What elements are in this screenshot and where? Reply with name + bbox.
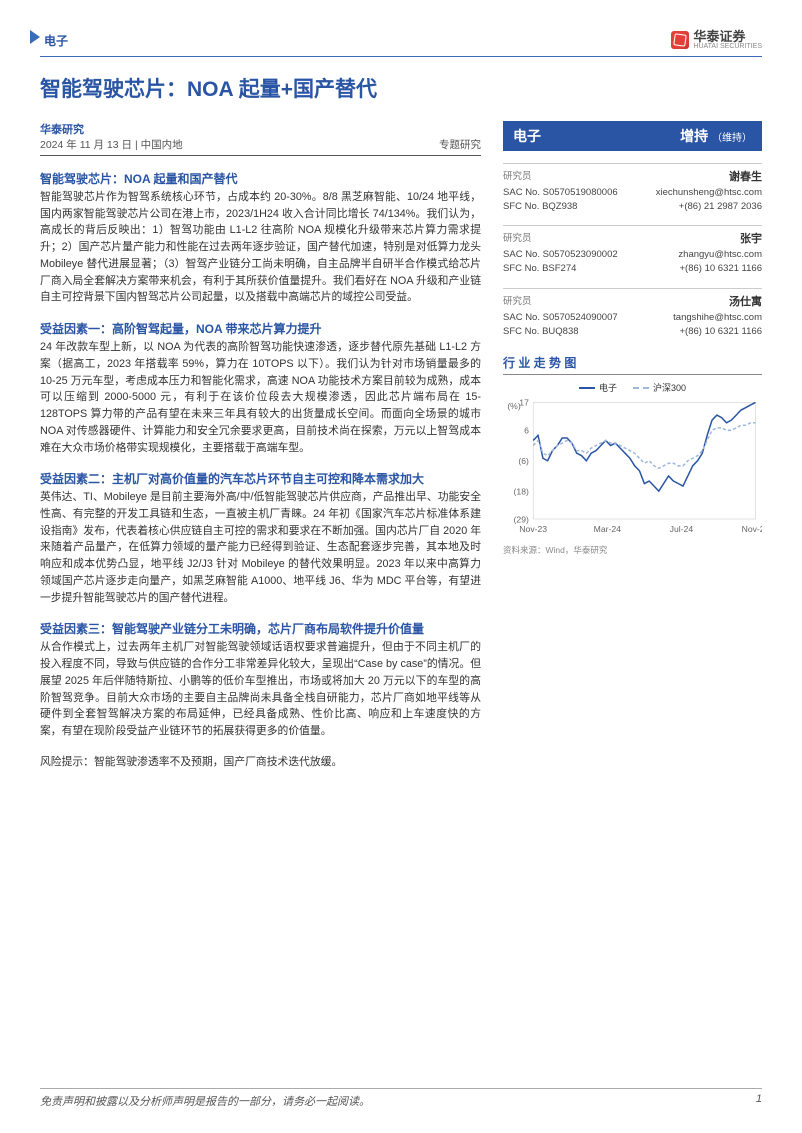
legend-line-icon [579,387,595,389]
section-body: 英伟达、TI、Mobileye 是目前主要海外高/中/低智能驾驶芯片供应商，产品… [40,489,481,606]
analyst-block: 研究员 谢春生 SAC No. S0570519080006 xiechunsheng… [503,163,762,213]
analyst-phone: +(86) 10 6321 1166 [680,325,763,339]
analysts-container: 研究员 谢春生 SAC No. S0570519080006 xiechunsheng… [503,163,762,338]
analyst-sac: SAC No. S0570519080006 [503,186,618,200]
logo: 华泰证券 HUATAI SECURITIES [671,30,762,50]
analyst-block: 研究员 汤仕寓 SAC No. S0570524090007 tangshihe@ht… [503,288,762,338]
section-heading: 受益因素二：主机厂对高价值量的汽车芯片环节自主可控和降本需求加大 [40,470,481,487]
section-heading: 智能驾驶芯片：NOA 起量和国产替代 [40,170,481,187]
svg-text:Mar-24: Mar-24 [594,524,622,534]
analyst-email: tangshihe@htsc.com [673,311,762,325]
page-footer: 免责声明和披露以及分析师声明是报告的一部分，请务必一起阅读。 1 [40,1088,762,1109]
analyst-name: 张宇 [740,232,762,248]
header-rule [40,56,762,57]
rating-sector: 电子 [513,126,541,146]
risk-note: 风险提示：智能驾驶渗透率不及预期，国产厂商技术迭代放缓。 [40,754,481,771]
legend-label: 沪深300 [653,381,686,394]
svg-text:17: 17 [519,398,529,408]
org-label: 华泰研究 [40,121,481,137]
svg-text:Jul-24: Jul-24 [670,524,694,534]
analyst-sfc: SFC No. BSF274 [503,262,576,276]
chart-source: 资料来源：Wind，华泰研究 [503,544,762,556]
logo-text-en: HUATAI SECURITIES [693,43,762,50]
trend-chart: 电子 沪深300 (%)176(6)(18)(29)Nov-23Mar-24Ju… [503,381,762,555]
section-heading: 受益因素一：高阶智驾起量，NOA 带来芯片算力提升 [40,320,481,337]
main-column: 华泰研究 2024 年 11 月 13 日 | 中国内地 专题研究 智能驾驶芯片… [40,121,481,771]
analyst-role: 研究员 [503,295,532,311]
header-category: 电子 [40,32,68,49]
svg-text:Nov-24: Nov-24 [742,524,762,534]
logo-icon [671,31,689,49]
section-heading: 受益因素三：智能驾驶产业链分工未明确，芯片厂商布局软件提升价值量 [40,620,481,637]
analyst-email: zhangyu@htsc.com [678,248,762,262]
analyst-sac: SAC No. S0570523090002 [503,248,618,262]
analyst-sac: SAC No. S0570524090007 [503,311,618,325]
analyst-name: 谢春生 [729,170,762,186]
header-bar: 电子 华泰证券 HUATAI SECURITIES [40,30,762,50]
analyst-block: 研究员 张宇 SAC No. S0570523090002 zhangyu@htsc.… [503,225,762,275]
svg-text:(18): (18) [514,487,529,497]
analyst-role: 研究员 [503,232,532,248]
legend-label: 电子 [599,381,617,394]
logo-text-zh: 华泰证券 [693,30,762,43]
rating-box: 电子 增持 （维持） [503,121,762,151]
legend-line-icon [633,387,649,389]
svg-text:6: 6 [524,426,529,436]
analyst-phone: +(86) 21 2987 2036 [679,200,762,214]
analyst-phone: +(86) 10 6321 1166 [680,262,763,276]
analyst-role: 研究员 [503,170,532,186]
footer-page: 1 [756,1093,762,1109]
analyst-name: 汤仕寓 [729,295,762,311]
rating-sub: （维持） [712,133,752,144]
rating-value: 增持 [680,128,708,144]
svg-text:(6): (6) [518,456,529,466]
chart-legend: 电子 沪深300 [503,381,762,394]
section-body: 智能驾驶芯片作为智驾系统核心环节，占成本约 20-30%。8/8 黑芝麻智能、1… [40,189,481,306]
section-body: 24 年改款车型上新，以 NOA 为代表的高阶智驾功能快速渗透，逐步替代原先基础… [40,339,481,456]
footer-disclaimer: 免责声明和披露以及分析师声明是报告的一部分，请务必一起阅读。 [40,1093,370,1109]
report-type: 专题研究 [439,137,481,152]
chart-heading: 行 业 走 势 图 [503,354,762,375]
analyst-sfc: SFC No. BUQ838 [503,325,579,339]
svg-text:(29): (29) [514,515,529,525]
svg-text:Nov-23: Nov-23 [519,524,547,534]
analyst-sfc: SFC No. BQZ938 [503,200,577,214]
section-body: 从合作模式上，过去两年主机厂对智能驾驶领域话语权要求普遍提升，但由于不同主机厂的… [40,639,481,739]
page-title: 智能驾驶芯片：NOA 起量+国产替代 [40,73,762,103]
analyst-email: xiechunsheng@htsc.com [656,186,762,200]
chart-svg: (%)176(6)(18)(29)Nov-23Mar-24Jul-24Nov-2… [503,396,762,536]
report-date: 2024 年 11 月 13 日 | 中国内地 [40,137,183,152]
sidebar-column: 电子 增持 （维持） 研究员 谢春生 SAC No. S0570519080006 x… [503,121,762,771]
meta-line: 2024 年 11 月 13 日 | 中国内地 专题研究 [40,137,481,156]
